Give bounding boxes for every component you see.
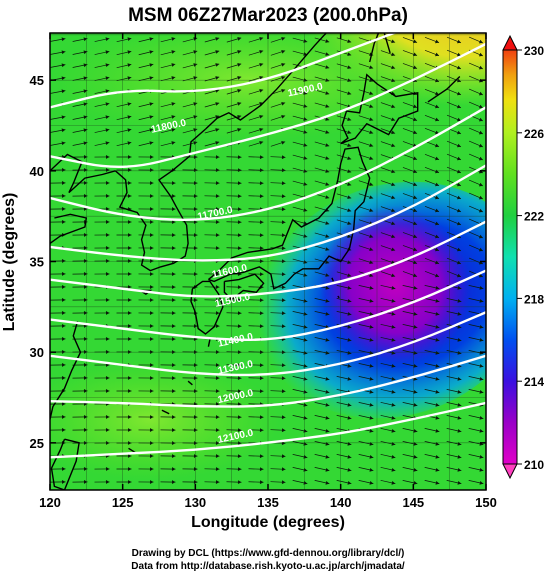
colorbar-tick-label: 230	[524, 44, 544, 58]
colorbar: 210 214 218 222 226 230	[503, 36, 544, 478]
colorbar-tick-label: 214	[524, 375, 544, 389]
x-tick-label: 140	[330, 495, 352, 510]
credit-line-2: Data from http://database.rish.kyoto-u.a…	[131, 561, 405, 572]
x-tick-label: 135	[257, 495, 279, 510]
y-tick-label: 45	[30, 73, 44, 88]
y-tick-label: 25	[30, 436, 44, 451]
x-tick-label: 130	[184, 495, 206, 510]
figure-title: MSM 06Z27Mar2023 (200.0hPa)	[128, 5, 408, 26]
colorbar-ramp	[503, 50, 517, 464]
x-axis-label: Longitude (degrees)	[191, 514, 345, 531]
colorbar-tick-label: 210	[524, 458, 544, 472]
x-tick-label: 150	[475, 495, 497, 510]
colorbar-tick-label: 226	[524, 127, 544, 141]
colorbar-tick-label: 218	[524, 292, 544, 306]
colorbar-tick-label: 222	[524, 210, 544, 224]
credit-line-1: Drawing by DCL (https://www.gfd-dennou.o…	[132, 548, 405, 559]
x-tick-label: 120	[39, 495, 61, 510]
y-tick-label: 35	[30, 255, 44, 270]
colorbar-ticks: 210 214 218 222 226 230	[517, 44, 544, 472]
y-tick-label: 30	[30, 345, 44, 360]
x-tick-label: 145	[402, 495, 424, 510]
colorbar-max-arrow	[503, 36, 517, 50]
y-axis-label: Latitude (degrees)	[1, 193, 18, 332]
x-tick-label: 125	[112, 495, 134, 510]
plot-area: 11800.011900.011700.011600.011500.011400…	[20, 0, 548, 490]
y-tick-label: 40	[30, 164, 44, 179]
colorbar-min-arrow	[503, 464, 517, 478]
